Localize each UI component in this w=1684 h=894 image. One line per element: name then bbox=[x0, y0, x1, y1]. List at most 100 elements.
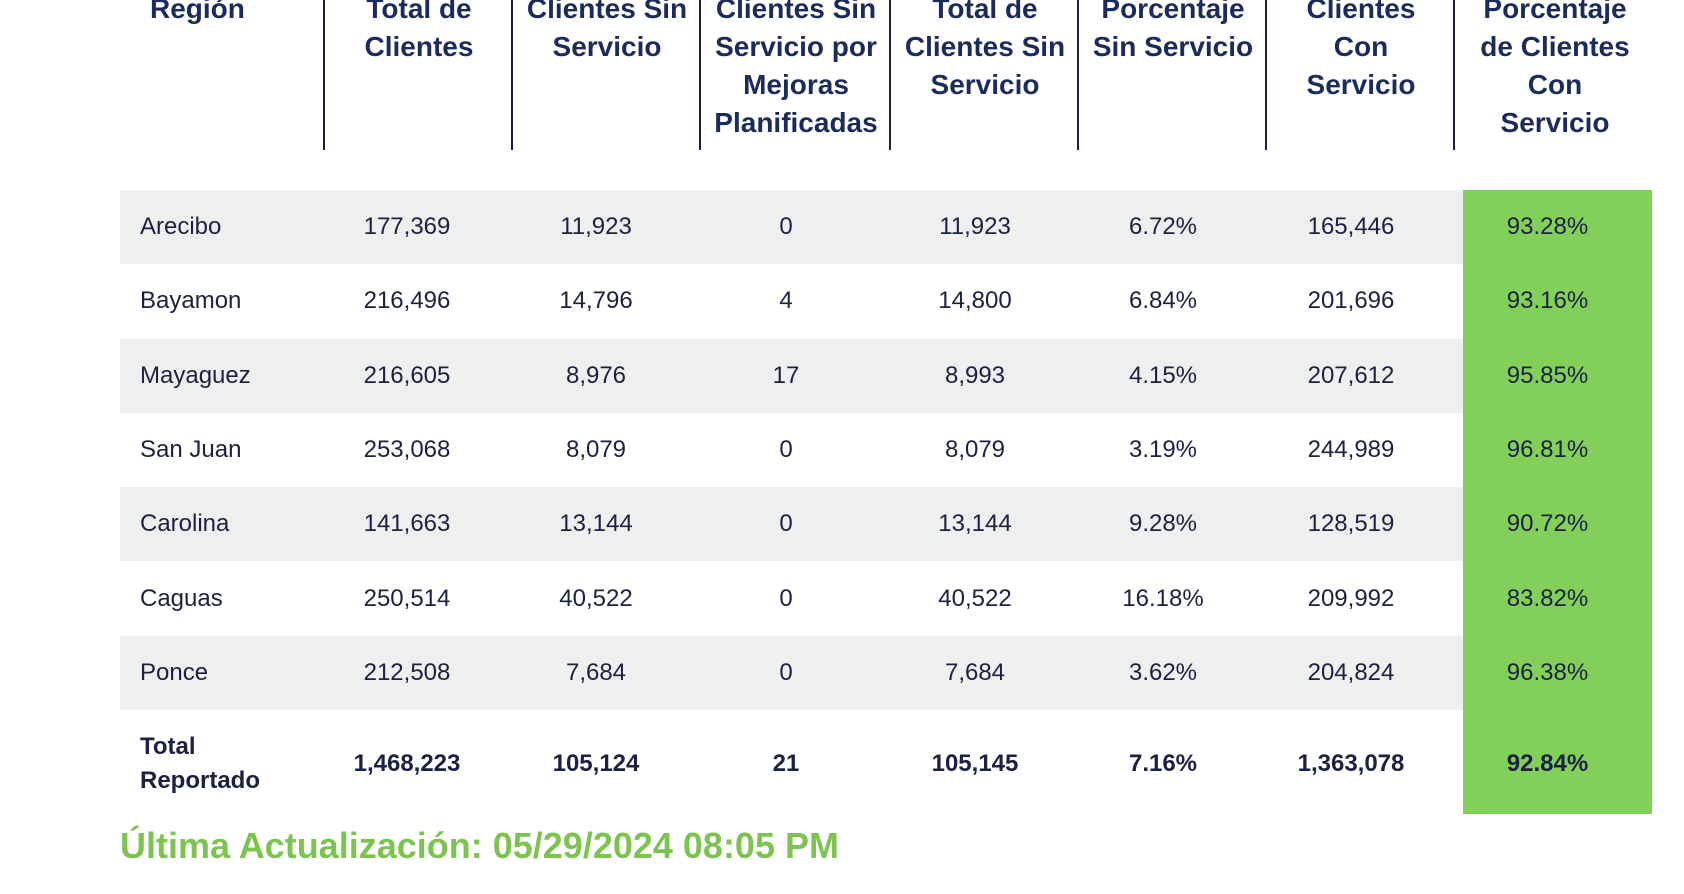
cell-with-service: 209,992 bbox=[1307, 584, 1395, 612]
header-total-without-service-label: Total de Clientes Sin Servicio bbox=[904, 0, 1066, 100]
header-divider bbox=[699, 0, 701, 150]
total-cell-with-service: 1,363,078 bbox=[1297, 750, 1405, 778]
cell-total-clients: 141,663 bbox=[363, 510, 451, 538]
header-percent-with-service-label: Porcentaje de Clientes Con Servicio bbox=[1480, 0, 1630, 138]
cell-without-service: 14,796 bbox=[559, 287, 633, 315]
cell-total-without-service: 13,144 bbox=[938, 510, 1012, 538]
cell-total-clients: 250,514 bbox=[363, 584, 451, 612]
cell-percent-with-service: 93.16% bbox=[1506, 287, 1589, 315]
cell-percent-without-service: 3.19% bbox=[1128, 436, 1198, 464]
table-rows: Arecibo 177,369 11,923 0 11,923 6.72% 165,446 9… bbox=[120, 190, 1650, 818]
cell-total-clients: 216,496 bbox=[363, 287, 451, 315]
cell-planned-improvements: 0 bbox=[779, 658, 793, 686]
table-row: Bayamon 216,496 14,796 4 14,800 6.84% 201,696 9… bbox=[120, 264, 1650, 338]
cell-planned-improvements: 0 bbox=[779, 510, 793, 538]
header-total-without-service: Total de Clientes Sin Servicio bbox=[891, 0, 1079, 150]
header-percent-with-service: Porcentaje de Clientes Con Servicio bbox=[1455, 0, 1655, 150]
cell-region: Ponce bbox=[140, 658, 209, 686]
cell-planned-improvements: 0 bbox=[779, 584, 793, 612]
table-body: Arecibo 177,369 11,923 0 11,923 6.72% 165,446 9… bbox=[120, 190, 1652, 818]
header-clients-with-service-label: Clientes Con Servicio bbox=[1306, 0, 1416, 100]
header-divider bbox=[511, 0, 513, 150]
cell-total-without-service: 40,522 bbox=[938, 584, 1012, 612]
cell-without-service: 11,923 bbox=[560, 213, 632, 241]
cell-percent-without-service: 9.28% bbox=[1128, 510, 1198, 538]
cell-with-service: 207,612 bbox=[1307, 361, 1395, 389]
header-divider bbox=[323, 0, 325, 150]
cell-total-without-service: 14,800 bbox=[938, 287, 1012, 315]
cell-total-clients: 212,508 bbox=[363, 658, 451, 686]
header-percent-without-service: Porcentaje Sin Servicio bbox=[1079, 0, 1267, 150]
table-row: Arecibo 177,369 11,923 0 11,923 6.72% 165,446 9… bbox=[120, 190, 1650, 265]
total-cell-planned-improvements: 21 bbox=[772, 750, 800, 778]
cell-region: Caguas bbox=[140, 584, 223, 612]
cell-percent-with-service: 96.38% bbox=[1506, 658, 1589, 686]
cell-percent-with-service: 90.72% bbox=[1506, 510, 1589, 538]
cell-region: San Juan bbox=[140, 436, 242, 464]
cell-region: Carolina bbox=[140, 510, 230, 538]
table-row-total: Total Reportado 1,468,223 105,124 21 105,145… bbox=[120, 710, 1650, 818]
cell-without-service: 8,976 bbox=[565, 361, 627, 389]
cell-region: Mayaguez bbox=[140, 361, 251, 389]
cell-percent-without-service: 16.18% bbox=[1122, 584, 1204, 612]
cell-percent-without-service: 3.62% bbox=[1128, 658, 1198, 686]
cell-without-service: 40,522 bbox=[559, 584, 633, 612]
cell-region: Arecibo bbox=[140, 213, 222, 241]
cell-percent-with-service: 96.81% bbox=[1506, 436, 1589, 464]
cell-percent-without-service: 6.84% bbox=[1128, 287, 1198, 315]
table-row: Mayaguez 216,605 8,976 17 8,993 4.15% 207,612 9… bbox=[120, 338, 1650, 413]
cell-planned-improvements: 0 bbox=[779, 436, 793, 464]
cell-total-without-service: 8,993 bbox=[944, 361, 1006, 389]
last-updated-text: Última Actualización: 05/29/2024 08:05 P… bbox=[120, 825, 839, 866]
cell-with-service: 128,519 bbox=[1307, 510, 1395, 538]
cell-percent-with-service: 95.85% bbox=[1506, 361, 1589, 389]
cell-percent-without-service: 4.15% bbox=[1128, 361, 1198, 389]
header-total-clients: Total de Clientes bbox=[325, 0, 513, 150]
total-cell-percent-without-service: 7.16% bbox=[1128, 750, 1198, 778]
header-clients-with-service: Clientes Con Servicio bbox=[1267, 0, 1455, 150]
header-region: Región bbox=[120, 0, 325, 150]
cell-with-service: 244,989 bbox=[1307, 436, 1395, 464]
table-row: Caguas 250,514 40,522 0 40,522 16.18% 209,992 8… bbox=[120, 561, 1650, 635]
total-cell-without-service: 105,124 bbox=[552, 750, 640, 778]
header-divider bbox=[1077, 0, 1079, 150]
header-clients-without-service-label: Clientes Sin Servicio bbox=[526, 0, 688, 62]
header-divider bbox=[1265, 0, 1267, 150]
total-cell-percent-with-service: 92.84% bbox=[1506, 750, 1589, 778]
cell-planned-improvements: 4 bbox=[779, 287, 793, 315]
table-row: Carolina 141,663 13,144 0 13,144 9.28% 128,519… bbox=[120, 487, 1650, 562]
header-clients-without-service: Clientes Sin Servicio bbox=[513, 0, 701, 150]
table-header: Región Total de Clientes Clientes Sin Se… bbox=[120, 0, 1650, 150]
total-cell-total-without-service: 105,145 bbox=[931, 750, 1019, 778]
header-divider bbox=[889, 0, 891, 150]
cell-planned-improvements: 0 bbox=[779, 213, 793, 241]
cell-without-service: 13,144 bbox=[559, 510, 633, 538]
header-planned-improvements: Clientes Sin Servicio por Mejoras Planif… bbox=[701, 0, 891, 150]
cell-without-service: 8,079 bbox=[565, 436, 627, 464]
cell-planned-improvements: 17 bbox=[772, 361, 800, 389]
cell-with-service: 201,696 bbox=[1307, 287, 1395, 315]
header-percent-without-service-label: Porcentaje Sin Servicio bbox=[1092, 0, 1254, 62]
cell-percent-without-service: 6.72% bbox=[1128, 213, 1198, 241]
cell-total-without-service: 8,079 bbox=[944, 436, 1006, 464]
cell-with-service: 204,824 bbox=[1307, 658, 1395, 686]
header-divider bbox=[1453, 0, 1455, 150]
cell-total-clients: 216,605 bbox=[363, 361, 451, 389]
cell-total-clients: 253,068 bbox=[363, 436, 451, 464]
cell-total-without-service: 11,923 bbox=[939, 213, 1011, 241]
header-total-clients-label: Total de Clientes bbox=[364, 0, 474, 62]
header-region-label: Región bbox=[150, 0, 245, 24]
table-row: San Juan 253,068 8,079 0 8,079 3.19% 244,989 96… bbox=[120, 413, 1650, 487]
cell-with-service: 165,446 bbox=[1307, 213, 1395, 241]
cell-percent-with-service: 83.82% bbox=[1506, 584, 1589, 612]
cell-percent-with-service: 93.28% bbox=[1506, 213, 1589, 241]
cell-without-service: 7,684 bbox=[565, 658, 627, 686]
cell-region: Bayamon bbox=[140, 287, 242, 315]
cell-total-without-service: 7,684 bbox=[944, 658, 1006, 686]
total-cell-region: Total Reportado bbox=[140, 733, 260, 795]
header-planned-improvements-label: Clientes Sin Servicio por Mejoras Planif… bbox=[714, 0, 878, 138]
total-cell-total-clients: 1,468,223 bbox=[353, 750, 461, 778]
cell-total-clients: 177,369 bbox=[363, 213, 451, 241]
table-row: Ponce 212,508 7,684 0 7,684 3.62% 204,824 96.38… bbox=[120, 635, 1650, 711]
